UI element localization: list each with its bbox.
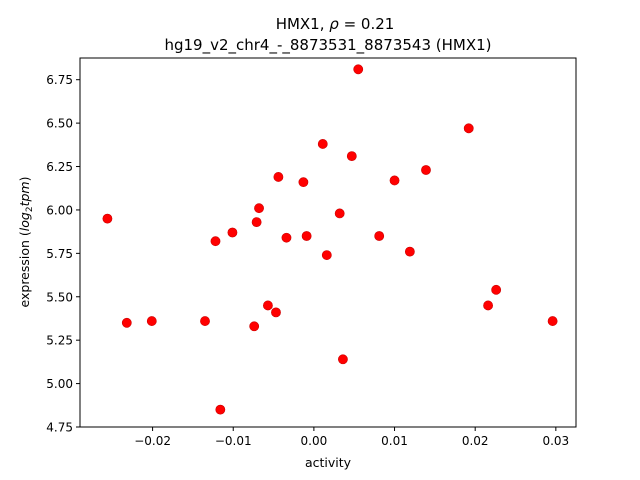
data-point-1 <box>102 213 113 224</box>
x-tick-label: 0.01 <box>381 434 408 448</box>
data-point-12 <box>271 307 281 318</box>
data-point-19 <box>334 208 345 219</box>
data-point-5 <box>210 236 221 247</box>
x-tick-label: −0.02 <box>134 434 171 448</box>
data-point-2 <box>121 317 132 328</box>
data-point-13 <box>273 172 284 182</box>
y-tick-label: 4.75 <box>46 421 73 435</box>
y-tick-label: 6.50 <box>46 117 73 131</box>
y-tick-label: 5.50 <box>46 290 73 304</box>
data-point-16 <box>301 231 312 241</box>
data-point-29 <box>491 284 502 295</box>
data-point-17 <box>317 139 328 149</box>
x-tick-label: −0.01 <box>215 434 252 448</box>
data-point-24 <box>389 175 400 186</box>
y-tick-label: 6.00 <box>46 203 73 217</box>
data-point-11 <box>263 300 273 311</box>
data-point-28 <box>483 300 493 311</box>
data-point-23 <box>374 231 385 241</box>
data-point-4 <box>200 316 210 326</box>
data-point-6 <box>215 404 226 415</box>
data-point-7 <box>227 227 238 238</box>
data-point-10 <box>254 203 264 214</box>
axes-frame <box>79 57 577 428</box>
data-point-18 <box>321 250 332 260</box>
data-point-8 <box>249 321 260 332</box>
y-tick-label: 5.75 <box>46 247 73 261</box>
data-point-3 <box>146 316 157 326</box>
y-axis-label: expression (log2tpm) <box>17 177 35 308</box>
data-point-20 <box>338 354 348 365</box>
y-tick-label: 6.75 <box>46 73 73 87</box>
y-tick-label: 5.00 <box>46 377 73 391</box>
x-axis-ticks: −0.02 −0.01 0.00 0.01 0.02 0.03 <box>134 427 569 448</box>
chart-subtitle: hg19_v2_chr4_-_8873531_8873543 (HMX1) <box>164 36 491 55</box>
data-point-9 <box>251 217 262 227</box>
chart-title: HMX1, ρ = 0.21 <box>276 15 395 33</box>
data-points <box>102 64 558 415</box>
x-axis-label: activity <box>305 455 352 470</box>
data-point-21 <box>346 151 357 162</box>
data-point-15 <box>298 177 309 188</box>
data-point-22 <box>353 64 364 75</box>
data-point-26 <box>421 165 431 175</box>
data-point-25 <box>404 246 415 257</box>
y-axis-ticks: 4.75 5.00 5.25 5.50 5.75 6.00 6.25 6.50 6.75 <box>46 73 80 435</box>
y-tick-label: 6.25 <box>46 160 73 174</box>
x-tick-label: 0.00 <box>301 434 328 448</box>
y-tick-label: 5.25 <box>46 334 73 348</box>
data-point-30 <box>547 316 558 326</box>
data-point-27 <box>463 123 474 134</box>
x-tick-label: 0.03 <box>542 434 569 448</box>
x-tick-label: 0.02 <box>462 434 489 448</box>
data-point-14 <box>281 232 292 243</box>
plot-area: −0.02 −0.01 0.00 0.01 0.02 0.03 4.75 5.00 5.25 5… <box>46 57 577 448</box>
